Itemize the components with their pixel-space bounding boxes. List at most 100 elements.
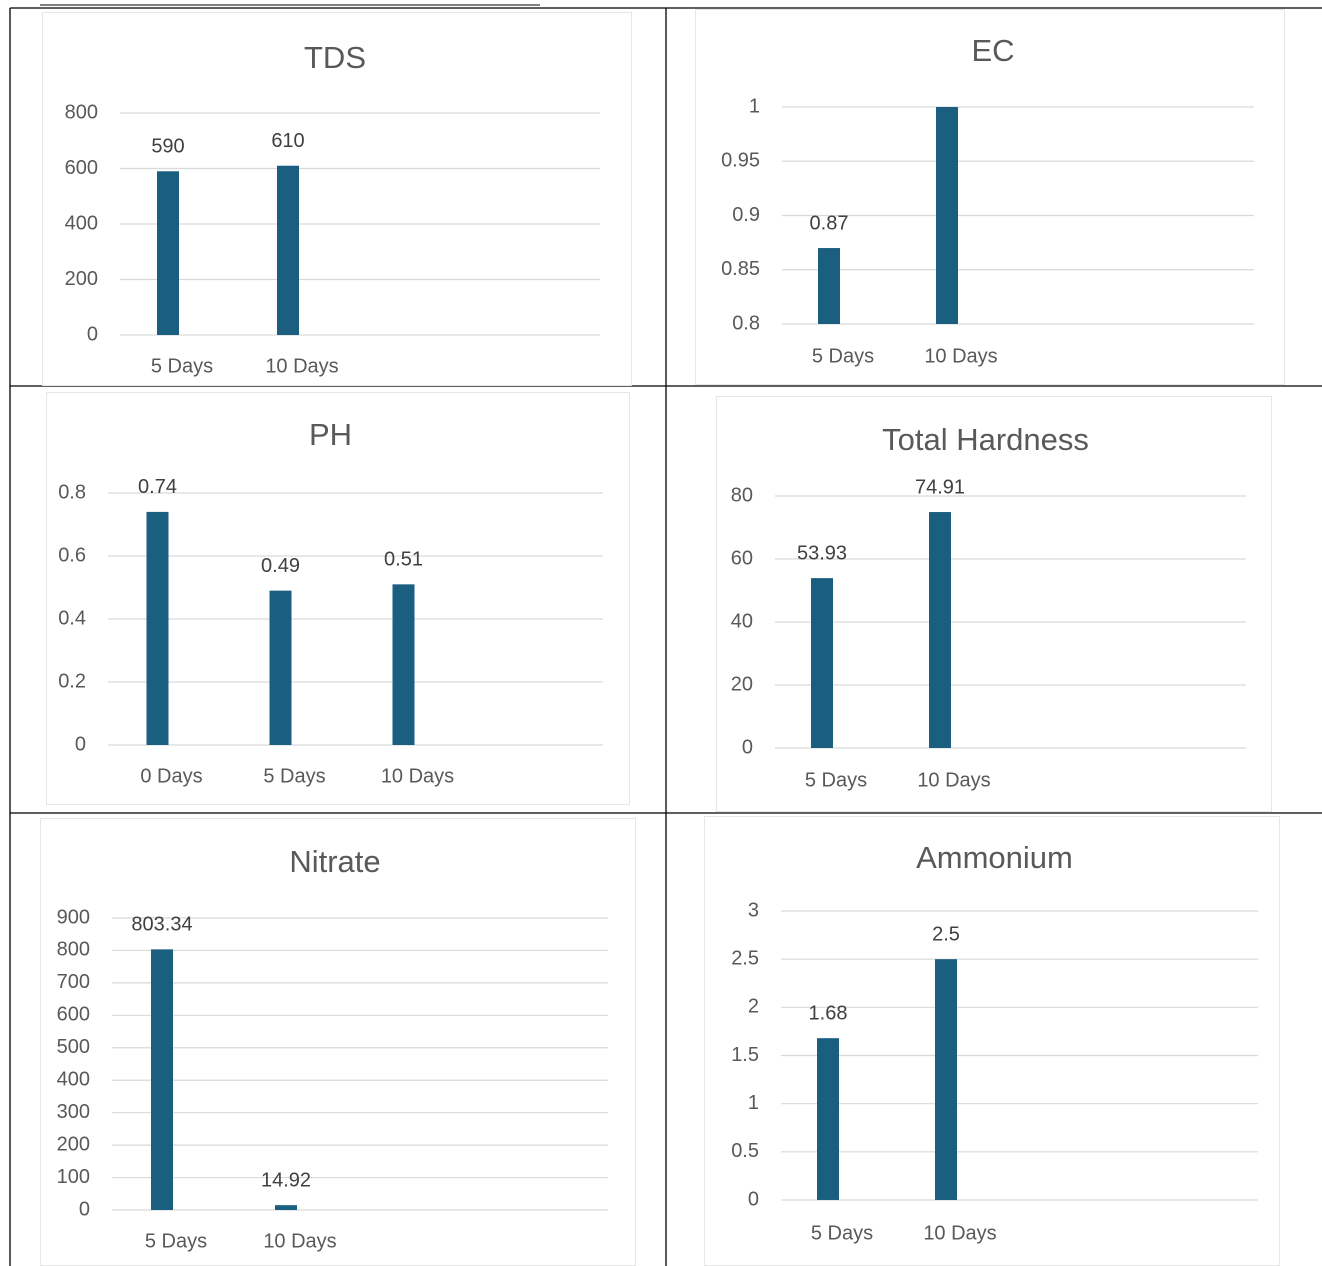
bar bbox=[811, 578, 833, 748]
chart-area bbox=[695, 9, 1285, 385]
chart-total-hardness: Total Hardness 0 20 40 60 80 53.93 5 Days 74.91 1… bbox=[716, 396, 1272, 812]
chart-title: Ammonium bbox=[916, 840, 1073, 875]
bar bbox=[277, 165, 299, 335]
y-tick-label: 0.95 bbox=[721, 150, 760, 172]
data-label: 0.74 bbox=[138, 476, 177, 498]
y-tick-label: 0 bbox=[742, 736, 753, 758]
y-tick-label: 900 bbox=[57, 906, 90, 928]
y-tick-label: 200 bbox=[65, 268, 98, 290]
chart-title: TDS bbox=[304, 40, 366, 75]
y-tick-label: 1 bbox=[748, 1092, 759, 1114]
chart-ph: PH 0 0.2 0.4 0.6 0.8 0.74 0 Days 0.49 5 Days 0.51 1… bbox=[46, 392, 630, 805]
x-tick-label: 10 Days bbox=[923, 1222, 996, 1244]
y-tick-label: 700 bbox=[57, 971, 90, 993]
y-tick-label: 0.6 bbox=[58, 544, 86, 566]
chart-tds: TDS 0 200 400 600 800 590 5 Days 610 10 Days bbox=[42, 12, 632, 386]
y-tick-label: 2.5 bbox=[731, 947, 759, 969]
x-tick-label: 0 Days bbox=[140, 765, 202, 787]
chart-title: Total Hardness bbox=[882, 422, 1089, 457]
y-tick-label: 0 bbox=[748, 1188, 759, 1210]
data-label: 14.92 bbox=[261, 1169, 311, 1191]
bar bbox=[146, 511, 169, 745]
y-tick-label: 600 bbox=[65, 157, 98, 179]
y-tick-label: 400 bbox=[57, 1069, 90, 1091]
y-tick-label: 1 bbox=[749, 95, 760, 117]
bar bbox=[817, 1038, 839, 1200]
y-tick-label: 3 bbox=[748, 899, 759, 921]
data-label: 74.91 bbox=[915, 476, 965, 498]
bar bbox=[936, 107, 958, 324]
chart-ammonium: Ammonium 0 0.5 1 1.5 2 2.5 3 1.68 5 Days 2.5 10 Day… bbox=[704, 816, 1280, 1266]
x-tick-label: 10 Days bbox=[265, 355, 338, 377]
chart-title: PH bbox=[309, 417, 352, 452]
data-label: 0.49 bbox=[261, 555, 300, 577]
y-tick-label: 0.5 bbox=[731, 1140, 759, 1162]
y-tick-label: 500 bbox=[57, 1036, 90, 1058]
bar bbox=[275, 1205, 297, 1210]
bar bbox=[929, 512, 951, 748]
y-tick-label: 80 bbox=[731, 484, 753, 506]
y-tick-label: 0.85 bbox=[721, 258, 760, 280]
chart-canvas: Ammonium 0 0.5 1 1.5 2 2.5 3 1.68 5 Days 2.5 10 Day… bbox=[704, 816, 1280, 1266]
y-tick-label: 100 bbox=[57, 1166, 90, 1188]
chart-area bbox=[42, 12, 632, 386]
y-tick-label: 0.4 bbox=[58, 607, 86, 629]
y-tick-label: 0.8 bbox=[732, 312, 760, 334]
chart-title: Nitrate bbox=[289, 844, 380, 879]
x-tick-label: 5 Days bbox=[811, 1222, 873, 1244]
data-label: 590 bbox=[151, 136, 184, 158]
y-tick-label: 0.2 bbox=[58, 670, 86, 692]
chart-canvas: TDS 0 200 400 600 800 590 5 Days 610 10 Days bbox=[42, 12, 632, 386]
data-label: 0.87 bbox=[810, 212, 849, 234]
chart-canvas: PH 0 0.2 0.4 0.6 0.8 0.74 0 Days 0.49 5 Days 0.51 1… bbox=[46, 392, 630, 805]
y-tick-label: 60 bbox=[731, 547, 753, 569]
y-tick-label: 600 bbox=[57, 1004, 90, 1026]
bar bbox=[151, 949, 173, 1210]
chart-area bbox=[704, 816, 1280, 1266]
data-label: 610 bbox=[271, 130, 304, 152]
chart-canvas: Nitrate 0 100 200 300 400 500 600 700 800 900 803.3… bbox=[40, 818, 636, 1266]
x-tick-label: 10 Days bbox=[263, 1230, 336, 1252]
y-tick-label: 2 bbox=[748, 996, 759, 1018]
y-tick-label: 200 bbox=[57, 1133, 90, 1155]
y-tick-label: 0.9 bbox=[732, 204, 760, 226]
y-tick-label: 40 bbox=[731, 610, 753, 632]
chart-area bbox=[40, 818, 636, 1266]
bar bbox=[269, 590, 292, 745]
y-tick-label: 0 bbox=[75, 733, 86, 755]
chart-nitrate: Nitrate 0 100 200 300 400 500 600 700 800 900 803.3… bbox=[40, 818, 636, 1266]
y-tick-label: 0 bbox=[79, 1198, 90, 1220]
chart-ec: EC 0.8 0.85 0.9 0.95 1 0.87 5 Days 10 Days bbox=[695, 9, 1285, 385]
x-tick-label: 5 Days bbox=[263, 765, 325, 787]
y-tick-label: 0.8 bbox=[58, 481, 86, 503]
data-label: 2.5 bbox=[932, 923, 960, 945]
x-tick-label: 10 Days bbox=[924, 345, 997, 367]
data-label: 0.51 bbox=[384, 549, 423, 571]
chart-area bbox=[46, 392, 630, 805]
y-tick-label: 800 bbox=[65, 101, 98, 123]
bar bbox=[935, 959, 957, 1200]
y-tick-label: 800 bbox=[57, 939, 90, 961]
chart-title: EC bbox=[971, 33, 1014, 68]
x-tick-label: 10 Days bbox=[917, 769, 990, 791]
x-tick-label: 5 Days bbox=[805, 769, 867, 791]
bar bbox=[818, 248, 840, 324]
data-label: 53.93 bbox=[797, 542, 847, 564]
x-tick-label: 5 Days bbox=[151, 355, 213, 377]
y-tick-label: 300 bbox=[57, 1101, 90, 1123]
x-tick-label: 5 Days bbox=[145, 1230, 207, 1252]
y-tick-label: 400 bbox=[65, 212, 98, 234]
x-tick-label: 10 Days bbox=[381, 765, 454, 787]
data-label: 803.34 bbox=[131, 914, 192, 936]
data-label: 1.68 bbox=[809, 1002, 848, 1024]
y-tick-label: 1.5 bbox=[731, 1044, 759, 1066]
x-tick-label: 5 Days bbox=[812, 345, 874, 367]
chart-area bbox=[716, 396, 1272, 812]
bar bbox=[157, 171, 179, 335]
y-tick-label: 20 bbox=[731, 673, 753, 695]
chart-canvas: Total Hardness 0 20 40 60 80 53.93 5 Days 74.91 1… bbox=[716, 396, 1272, 812]
y-tick-label: 0 bbox=[87, 323, 98, 345]
chart-canvas: EC 0.8 0.85 0.9 0.95 1 0.87 5 Days 10 Days bbox=[695, 9, 1285, 385]
bar bbox=[392, 584, 415, 745]
